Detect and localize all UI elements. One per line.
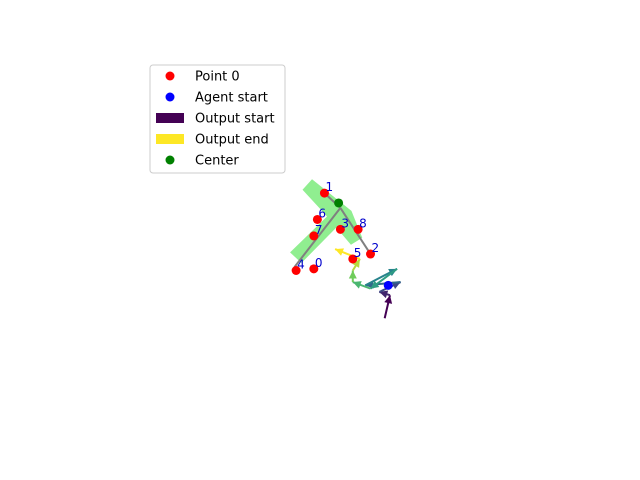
point-1 xyxy=(319,188,329,198)
legend-label-4: Center xyxy=(195,154,239,169)
legend-label-1: Agent start xyxy=(195,91,268,106)
trajectory-arrowhead-6 xyxy=(352,281,362,289)
center-marker xyxy=(334,198,344,208)
point-4 xyxy=(291,266,301,276)
legend-label-2: Output start xyxy=(195,112,275,127)
point-label-2: 2 xyxy=(372,241,380,255)
point-label-0: 0 xyxy=(315,256,323,270)
trajectory-arrowhead-9 xyxy=(335,248,344,256)
legend-marker-0 xyxy=(165,71,175,81)
point-3 xyxy=(335,224,345,234)
legend-entries: Point 0 Agent start Output start Output end… xyxy=(156,70,275,169)
legend-marker-1 xyxy=(165,92,175,102)
point-label-4: 4 xyxy=(297,258,305,272)
legend: Point 0 Agent start Output start Output end… xyxy=(149,64,286,174)
point-0 xyxy=(309,264,319,274)
point-label-3: 3 xyxy=(341,216,349,230)
point-labels-layer: 0 1 2 3 4 5 6 7 8 xyxy=(297,180,379,271)
trajectory-arrowhead-0 xyxy=(384,295,393,304)
point-label-6: 6 xyxy=(318,206,326,220)
legend-label-0: Point 0 xyxy=(195,70,240,85)
region-polygon-0 xyxy=(302,179,363,245)
trajectory-arrowhead-1 xyxy=(379,290,389,299)
point-5 xyxy=(348,254,358,264)
point-7 xyxy=(309,231,319,241)
legend-swatch-2 xyxy=(156,113,184,123)
legend-label-3: Output end xyxy=(195,133,269,148)
point-label-7: 7 xyxy=(315,223,323,237)
trajectory-arrowhead-5 xyxy=(370,280,380,289)
agent-start-marker xyxy=(383,280,393,290)
legend-marker-4 xyxy=(165,155,175,165)
point-label-1: 1 xyxy=(325,180,333,194)
point-2 xyxy=(366,249,376,259)
trajectory-arrowhead-7 xyxy=(348,270,357,279)
point-6 xyxy=(312,214,322,224)
point-label-8: 8 xyxy=(359,216,367,230)
point-label-5: 5 xyxy=(354,246,362,260)
legend-swatch-3 xyxy=(156,134,184,144)
legend-frame xyxy=(149,64,286,174)
trajectory-arrowhead-8 xyxy=(352,258,360,268)
points-layer xyxy=(291,188,393,290)
point-8 xyxy=(353,224,363,234)
